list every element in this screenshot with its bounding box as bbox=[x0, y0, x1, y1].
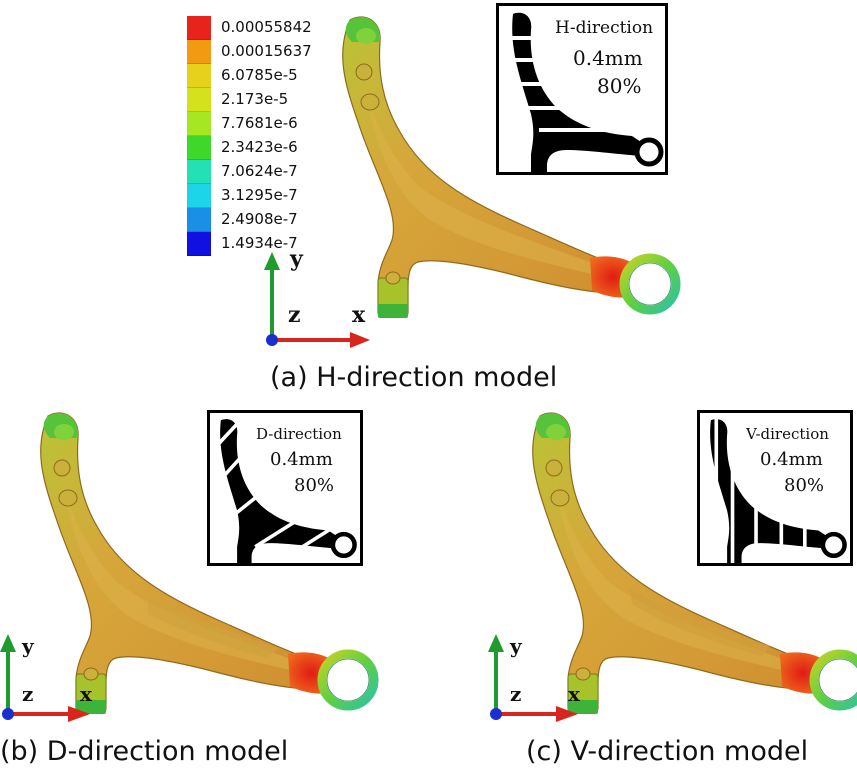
axis-label-z-b: z bbox=[22, 682, 34, 706]
caption-a: (a) H-direction model bbox=[270, 362, 558, 393]
axis-label-y-c: y bbox=[510, 634, 522, 658]
inset-ratio-b: 80% bbox=[294, 475, 335, 496]
legend-label: 7.7681e-6 bbox=[221, 114, 298, 132]
topology-inset-c: V-direction 0.4mm 80% bbox=[697, 410, 853, 566]
legend-label: 3.1295e-7 bbox=[221, 186, 298, 204]
topology-inset-a: H-direction 0.4mm 80% bbox=[496, 3, 668, 175]
topology-shape-a bbox=[507, 6, 665, 172]
legend-swatch bbox=[187, 88, 211, 112]
legend-label: 7.0624e-7 bbox=[221, 162, 298, 180]
legend-swatch bbox=[187, 16, 211, 40]
legend-swatch bbox=[187, 112, 211, 136]
inset-ratio-a: 80% bbox=[597, 74, 642, 98]
legend-label: 0.00015637 bbox=[221, 42, 312, 60]
caption-b: (b) D-direction model bbox=[0, 736, 289, 767]
axes-triad-b bbox=[0, 634, 90, 722]
legend-label: 0.00055842 bbox=[221, 18, 312, 36]
model-b bbox=[41, 413, 374, 714]
axis-label-y-a: y bbox=[290, 246, 303, 272]
axis-label-x-c: x bbox=[568, 682, 580, 706]
legend-label: 6.0785e-5 bbox=[221, 66, 298, 84]
axes-triad-a bbox=[264, 252, 370, 348]
legend-swatch bbox=[187, 64, 211, 88]
axis-label-x-a: x bbox=[352, 302, 366, 328]
model-c bbox=[533, 413, 857, 714]
legend-swatch bbox=[187, 232, 211, 256]
inset-title-b: D-direction bbox=[256, 425, 342, 443]
topology-shape-c bbox=[700, 413, 850, 563]
inset-thickness-a: 0.4mm bbox=[573, 46, 643, 70]
inset-ratio-c: 80% bbox=[784, 475, 825, 496]
axis-label-x-b: x bbox=[80, 682, 92, 706]
inset-thickness-b: 0.4mm bbox=[270, 449, 333, 470]
legend-label: 2.3423e-6 bbox=[221, 138, 298, 156]
axis-label-z-a: z bbox=[288, 302, 301, 328]
legend-swatch bbox=[187, 136, 211, 160]
axis-label-z-c: z bbox=[510, 682, 522, 706]
legend-swatch bbox=[187, 184, 211, 208]
axes-triad-c bbox=[488, 634, 578, 722]
axis-label-y-b: y bbox=[22, 634, 34, 658]
caption-c: (c) V-direction model bbox=[526, 736, 809, 767]
legend-label: 1.4934e-7 bbox=[221, 234, 298, 252]
topology-inset-b: D-direction 0.4mm 80% bbox=[207, 410, 363, 566]
topology-shape-b bbox=[212, 413, 360, 563]
inset-title-c: V-direction bbox=[746, 425, 829, 443]
legend-label: 2.173e-5 bbox=[221, 90, 289, 108]
inset-title-a: H-direction bbox=[555, 18, 654, 38]
legend-swatch bbox=[187, 208, 211, 232]
inset-thickness-c: 0.4mm bbox=[760, 449, 823, 470]
legend-swatch bbox=[187, 40, 211, 64]
legend-swatch bbox=[187, 160, 211, 184]
legend-label: 2.4908e-7 bbox=[221, 210, 298, 228]
